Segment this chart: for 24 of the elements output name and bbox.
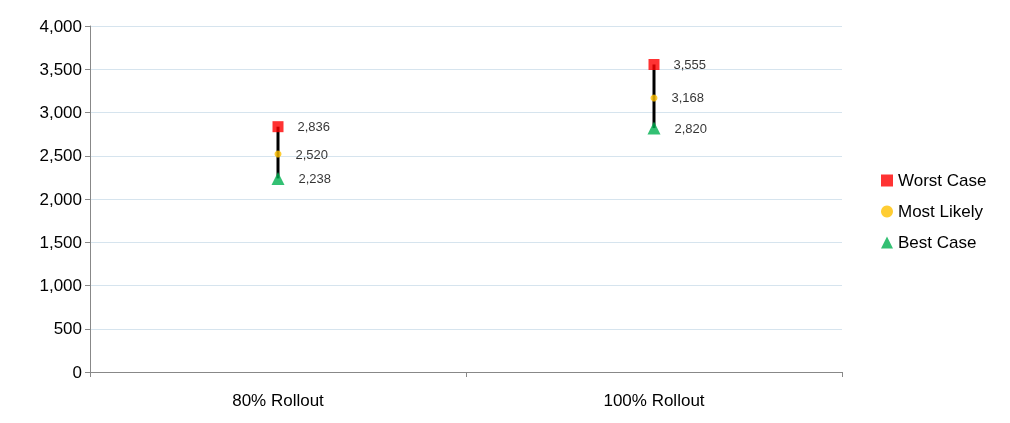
data-label: 2,820 bbox=[674, 120, 708, 136]
legend-label: Most Likely bbox=[898, 202, 984, 221]
legend-label: Best Case bbox=[898, 233, 977, 252]
data-label: 2,836 bbox=[297, 119, 331, 135]
point bbox=[648, 58, 660, 70]
y-tick-label: 1,000 bbox=[39, 276, 82, 295]
point bbox=[272, 121, 284, 133]
y-tick-label: 3,000 bbox=[39, 103, 82, 122]
data-label: 2,238 bbox=[298, 170, 332, 186]
point bbox=[647, 121, 661, 135]
data-label: 3,168 bbox=[671, 90, 705, 106]
x-tick-label: 100% Rollout bbox=[603, 391, 705, 410]
y-tick-label: 4,000 bbox=[39, 16, 82, 36]
y-tick-label: 2,500 bbox=[39, 146, 82, 166]
y-tick-label: 2,000 bbox=[39, 189, 82, 209]
data-label: 2,520 bbox=[295, 146, 329, 162]
x-tick-label: 80% Rollout bbox=[232, 391, 325, 410]
y-tick-label: 3,500 bbox=[39, 59, 82, 79]
point bbox=[271, 171, 285, 185]
data-label: 3,555 bbox=[673, 56, 707, 72]
y-tick-label: 1,500 bbox=[39, 232, 82, 252]
legend-label: Worst Case bbox=[898, 171, 987, 190]
y-tick-label: 0 bbox=[72, 362, 82, 382]
y-tick-label: 500 bbox=[53, 319, 82, 339]
